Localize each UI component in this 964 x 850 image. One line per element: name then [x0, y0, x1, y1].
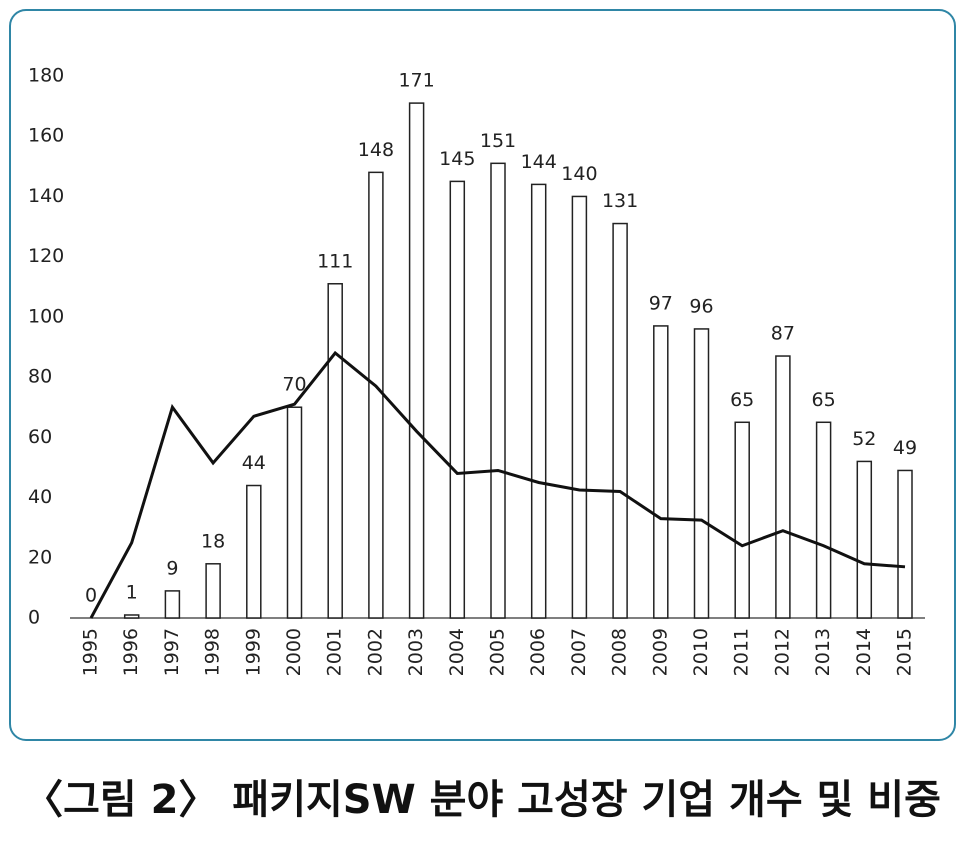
- bar: [408, 102, 425, 619]
- y-tick-label: 60: [28, 426, 52, 448]
- bar: [205, 563, 221, 619]
- caption: 〈그림 2〉 패키지SW 분야 고성장 기업 개수 및 비중: [23, 777, 941, 823]
- x-tick-label: 2013: [812, 628, 834, 676]
- bar: [815, 421, 832, 619]
- x-tick-label: 2002: [364, 628, 386, 676]
- bar: [246, 484, 262, 619]
- bar: [449, 180, 466, 619]
- value-label: 0: [85, 585, 97, 607]
- x-tick-label: 2003: [405, 628, 427, 676]
- x-tick-label: 2006: [527, 628, 549, 676]
- bar: [530, 183, 547, 619]
- x-tick-label: 2010: [690, 628, 712, 676]
- x-tick-label: 2008: [609, 628, 631, 676]
- x-tick-label: 2007: [568, 628, 590, 676]
- value-label: 18: [201, 530, 225, 552]
- x-tick-label: 1997: [161, 628, 183, 676]
- value-label: 65: [812, 389, 836, 411]
- value-label: 44: [242, 452, 266, 474]
- bar: [123, 614, 140, 619]
- value-label: 145: [439, 148, 475, 170]
- value-label: 52: [852, 428, 876, 450]
- x-tick-label: 2012: [771, 628, 793, 676]
- y-tick-label: 0: [28, 607, 40, 629]
- y-tick-label: 180: [28, 65, 64, 87]
- x-tick-label: 2009: [649, 628, 671, 676]
- value-label: 140: [561, 163, 597, 185]
- bar: [612, 222, 628, 619]
- y-tick-label: 100: [28, 305, 64, 327]
- frame: [9, 9, 956, 741]
- value-label: 151: [480, 130, 516, 152]
- y-tick-label: 40: [28, 486, 52, 508]
- value-label: 144: [521, 151, 557, 173]
- bar: [490, 162, 506, 619]
- value-label: 97: [649, 292, 673, 314]
- value-label: 65: [730, 389, 754, 411]
- value-label: 96: [689, 295, 713, 317]
- bar: [897, 469, 913, 619]
- value-label: 9: [166, 557, 178, 579]
- y-tick-label: 20: [28, 546, 52, 568]
- y-tick-label: 160: [28, 125, 64, 147]
- value-label: 1: [126, 581, 138, 603]
- bar: [571, 195, 588, 619]
- x-tick-label: 1999: [242, 628, 264, 676]
- bar: [856, 460, 873, 619]
- bar: [693, 328, 710, 619]
- value-label: 171: [398, 70, 434, 92]
- x-tick-label: 2011: [731, 628, 753, 676]
- value-label: 111: [317, 250, 353, 272]
- y-tick-label: 120: [28, 245, 64, 267]
- bar: [164, 590, 181, 619]
- bar: [286, 406, 303, 619]
- bar: [368, 171, 384, 619]
- x-tick-label: 2001: [324, 628, 346, 676]
- y-tick-label: 80: [28, 366, 52, 388]
- x-tick-label: 2000: [283, 628, 305, 676]
- x-tick-label: 1995: [80, 628, 102, 676]
- line: [89, 350, 906, 619]
- value-label: 49: [893, 437, 917, 459]
- x-tick-label: 2004: [446, 628, 468, 676]
- value-label: 87: [771, 323, 795, 345]
- value-label: 70: [282, 374, 306, 396]
- value-label: 131: [602, 190, 638, 212]
- y-tick-label: 140: [28, 185, 64, 207]
- bar: [653, 325, 669, 619]
- x-tick-label: 1998: [202, 628, 224, 676]
- x-tick-label: 2005: [487, 628, 509, 676]
- x-tick-label: 2015: [894, 628, 916, 676]
- bar: [734, 421, 750, 619]
- bar: [327, 283, 343, 619]
- bar: [775, 355, 791, 619]
- x-tick-label: 1996: [120, 628, 142, 676]
- value-label: 148: [358, 139, 394, 161]
- x-tick-label: 2014: [853, 628, 875, 676]
